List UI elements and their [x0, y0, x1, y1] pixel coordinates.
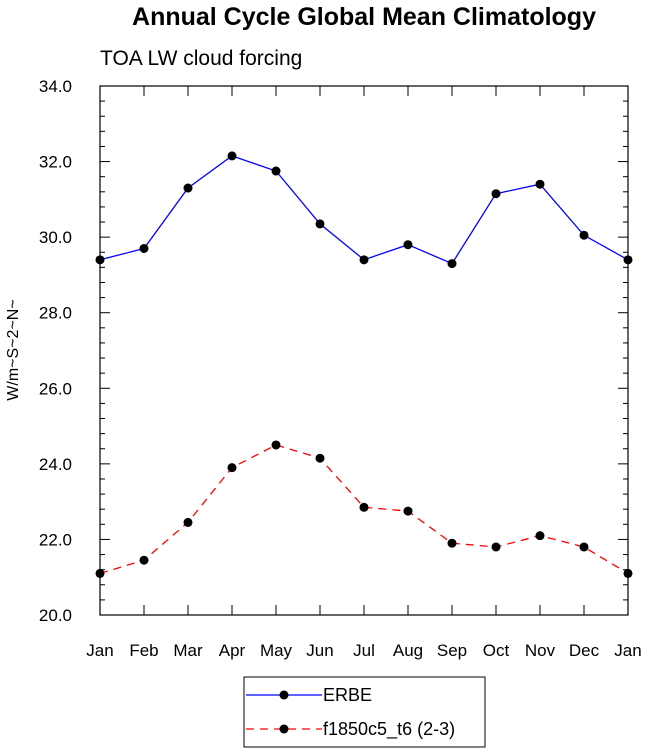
x-tick-label: Feb [129, 641, 158, 660]
series-0-point [139, 243, 149, 253]
legend-label-f1850c5: f1850c5_t6 (2-3) [323, 719, 455, 740]
series-1-point [491, 542, 501, 552]
y-tick-label: 32.0 [39, 153, 72, 172]
chart-subtitle: TOA LW cloud forcing [100, 47, 302, 70]
series-0-point [491, 189, 501, 199]
series-1-point [359, 502, 369, 512]
series-0-point [579, 230, 589, 240]
series-layer [95, 151, 633, 578]
series-0-point [403, 240, 413, 250]
series-1-point [183, 517, 193, 527]
series-1-point [623, 568, 633, 578]
series-0-point [183, 183, 193, 193]
series-1-point [271, 440, 281, 450]
plot-area [99, 85, 629, 616]
series-1-point [447, 538, 457, 548]
series-0-point [271, 166, 281, 176]
x-tick-label: Sep [437, 641, 467, 660]
legend: ERBE f1850c5_t6 (2-3) [243, 676, 486, 748]
series-0-point [95, 255, 105, 265]
x-tick-label: May [260, 641, 293, 660]
y-tick-label: 24.0 [39, 455, 72, 474]
legend-marker-erbe [279, 690, 289, 700]
x-tick-label: Dec [569, 641, 600, 660]
x-tick-label: Jun [306, 641, 333, 660]
series-0-point [315, 219, 325, 229]
series-0-point [227, 151, 237, 161]
y-tick-label: 30.0 [39, 228, 72, 247]
x-tick-label: Aug [393, 641, 423, 660]
y-tick-label: 34.0 [39, 77, 72, 96]
y-tick-labels: 20.0 22.0 24.0 26.0 28.0 30.0 32.0 34.0 [39, 77, 72, 625]
x-tick-label: Jan [614, 641, 641, 660]
series-0-point [535, 179, 545, 189]
series-0-point [447, 259, 457, 269]
y-tick-label: 20.0 [39, 606, 72, 625]
plot-frame [99, 85, 629, 616]
legend-label-erbe: ERBE [323, 685, 372, 705]
x-tick-label: Jul [353, 641, 375, 660]
x-tick-label: Mar [173, 641, 203, 660]
x-tick-label: Apr [219, 641, 246, 660]
legend-box [243, 676, 486, 748]
series-1-point [227, 463, 237, 473]
chart-title: Annual Cycle Global Mean Climatology [132, 3, 596, 31]
x-tick-labels: Jan Feb Mar Apr May Jun Jul Aug Sep Oct Nov Dec Jan [86, 641, 641, 660]
series-1-point [403, 506, 413, 516]
y-tick-label: 22.0 [39, 530, 72, 549]
series-1-point [579, 542, 589, 552]
y-tick-label: 28.0 [39, 304, 72, 323]
axis-ticks [99, 85, 629, 616]
y-axis-label: W/m~S~2~N~ [5, 299, 22, 400]
x-tick-label: Nov [525, 641, 556, 660]
x-tick-label: Jan [86, 641, 113, 660]
series-1-point [139, 555, 149, 565]
series-0-point [359, 255, 369, 265]
series-1-point [535, 531, 545, 541]
legend-marker-f1850c5 [279, 724, 289, 734]
series-1-point [95, 568, 105, 578]
series-line-0 [99, 155, 629, 265]
y-tick-label: 26.0 [39, 379, 72, 398]
series-0-point [623, 255, 633, 265]
x-tick-label: Oct [483, 641, 510, 660]
series-1-point [315, 453, 325, 463]
